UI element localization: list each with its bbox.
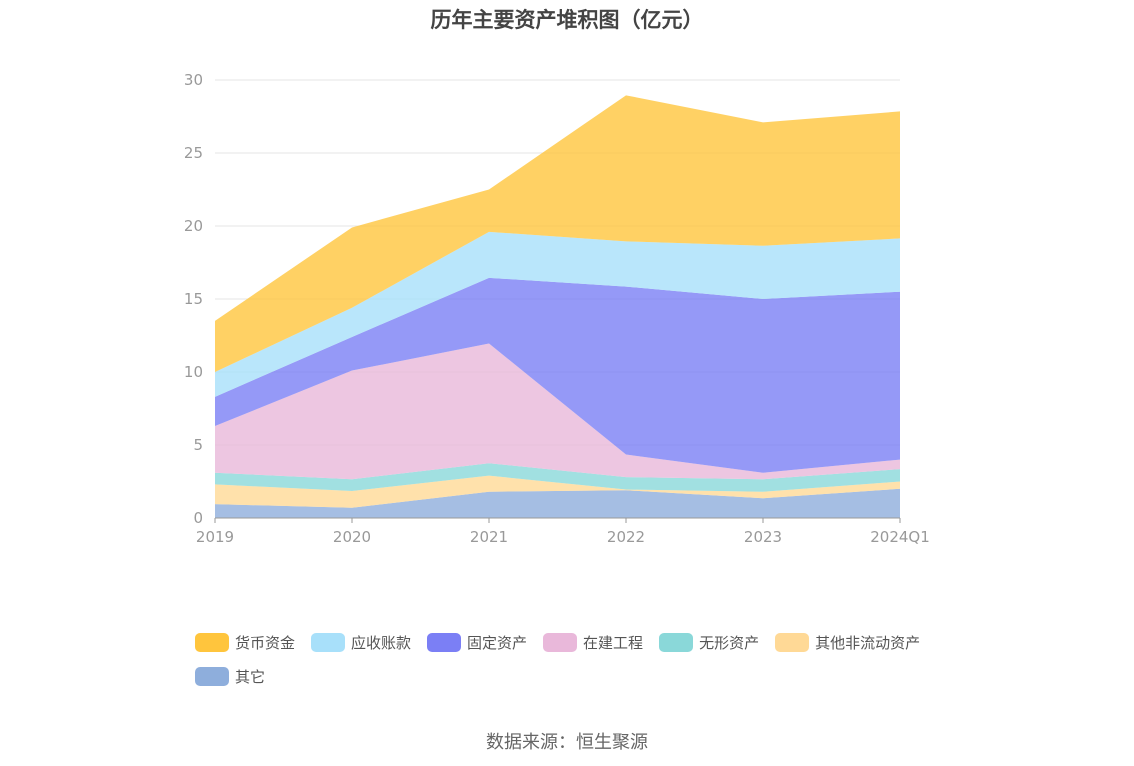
legend-item[interactable]: 固定资产	[427, 630, 527, 654]
stacked-area-chart: 0 5 10 15 20 25 30 2019 2020 2021 2022 2023 2024Q1	[184, 71, 930, 546]
area-series	[215, 95, 900, 518]
legend-label: 无形资产	[699, 633, 760, 652]
legend-label: 在建工程	[583, 633, 644, 652]
legend-label: 货币资金	[235, 633, 296, 652]
legend-label: 应收账款	[351, 633, 412, 652]
data-source: 数据来源：恒生聚源	[486, 732, 648, 753]
legend-label: 其它	[235, 667, 266, 686]
legend-item[interactable]: 其他非流动资产	[775, 630, 920, 654]
legend-swatch	[195, 632, 229, 652]
legend-swatch	[195, 666, 229, 686]
legend-item[interactable]: 货币资金	[195, 630, 295, 654]
legend-swatch	[427, 632, 462, 652]
legend-swatch	[775, 632, 810, 652]
y-tick-label: 5	[193, 436, 203, 454]
legend-swatch	[659, 632, 694, 652]
legend-item[interactable]: 在建工程	[543, 630, 643, 654]
y-tick-label: 25	[184, 144, 203, 162]
y-tick-label: 10	[184, 363, 203, 381]
chart-title: 历年主要资产堆积图（亿元）	[430, 8, 704, 32]
area-series-5	[215, 231, 900, 397]
legend-item[interactable]: 无形资产	[659, 630, 759, 654]
legend-swatch	[543, 632, 578, 652]
y-tick-label: 30	[184, 71, 203, 89]
x-tick-label: 2021	[470, 528, 508, 546]
legend-label: 其他非流动资产	[815, 633, 921, 652]
legend-swatch	[311, 632, 346, 652]
y-tick-label: 15	[184, 290, 203, 308]
area-series-3	[215, 343, 900, 480]
legend-label: 固定资产	[467, 633, 528, 652]
legend-item[interactable]: 应收账款	[311, 630, 411, 654]
x-tick-label: 2019	[196, 528, 234, 546]
x-tick-label: 2023	[744, 528, 782, 546]
area-series-1	[215, 475, 900, 508]
y-tick-label: 20	[184, 217, 203, 235]
x-tick-label: 2020	[333, 528, 371, 546]
legend: 货币资金 应收账款 固定资产 在建工程 无形资产 其他非流动资产其它	[195, 630, 955, 688]
x-tick-label: 2024Q1	[870, 528, 930, 546]
area-series-2	[215, 463, 900, 492]
area-series-4	[215, 277, 900, 473]
area-series-6	[215, 95, 900, 372]
area-series-0	[215, 488, 900, 518]
legend-item[interactable]: 其它	[195, 664, 265, 688]
tick-labels: 0 5 10 15 20 25 30 2019 2020 2021 2022 2023 2024Q1	[184, 71, 930, 546]
x-tick-label: 2022	[607, 528, 645, 546]
axes	[214, 517, 901, 523]
y-tick-label: 0	[193, 509, 203, 527]
